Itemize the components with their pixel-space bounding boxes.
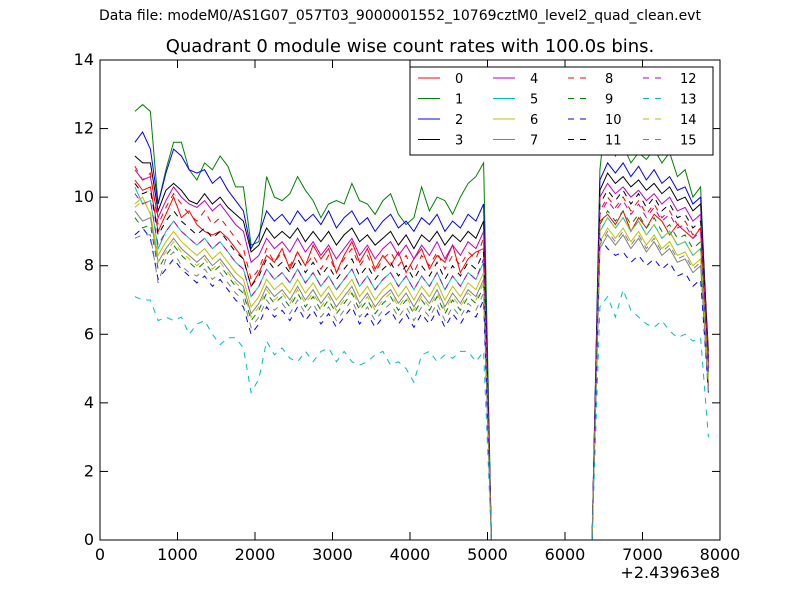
x-offset-label: +2.43963e8: [620, 563, 720, 582]
legend-box: [409, 66, 714, 156]
legend-label-12: 12: [680, 72, 697, 87]
series-line-11: [134, 183, 709, 541]
series-line-7: [134, 210, 709, 541]
y-tick-label: 0: [84, 530, 94, 549]
series-line-10: [134, 227, 709, 541]
series-line-5: [134, 186, 709, 541]
legend-label-9: 9: [605, 93, 613, 108]
legend-label-15: 15: [680, 134, 697, 149]
legend-label-2: 2: [455, 113, 463, 128]
x-tick-label: 0: [95, 545, 105, 564]
legend-label-1: 1: [455, 93, 463, 108]
x-tick-label: 1000: [157, 545, 198, 564]
figure-suptitle: Data file: modeM0/AS1G07_057T03_90000015…: [99, 8, 701, 24]
legend-label-5: 5: [530, 93, 538, 108]
legend-label-8: 8: [605, 72, 613, 87]
series-line-12: [134, 193, 709, 541]
legend-label-11: 11: [605, 134, 622, 149]
x-tick-label: 2000: [235, 545, 276, 564]
y-tick-label: 4: [84, 393, 94, 412]
x-tick-label: 7000: [622, 545, 663, 564]
x-tick-label: 3000: [312, 545, 353, 564]
series-line-15: [134, 230, 709, 541]
legend-label-10: 10: [605, 113, 622, 128]
chart-title: Quadrant 0 module wise count rates with …: [165, 36, 655, 57]
legend-label-14: 14: [680, 113, 697, 128]
series-line-4: [134, 169, 709, 541]
series-line-8: [134, 166, 709, 541]
series-line-13: [134, 288, 709, 541]
legend-label-6: 6: [530, 113, 538, 128]
series-layer: [134, 97, 709, 541]
x-tick-label: 4000: [390, 545, 431, 564]
series-line-3: [134, 155, 709, 541]
legend-label-7: 7: [530, 134, 538, 149]
y-tick-label: 6: [84, 324, 94, 343]
legend-label-13: 13: [680, 93, 697, 108]
legend-label-0: 0: [455, 72, 463, 87]
y-tick-label: 8: [84, 256, 94, 275]
x-tick-label: 6000: [545, 545, 586, 564]
y-tick-label: 12: [74, 119, 94, 138]
y-tick-label: 2: [84, 461, 94, 480]
series-line-9: [134, 209, 709, 541]
x-tick-label: 5000: [467, 545, 508, 564]
series-line-14: [134, 199, 709, 541]
legend-label-4: 4: [530, 72, 538, 87]
series-line-6: [134, 196, 709, 541]
x-tick-label: 8000: [700, 545, 741, 564]
y-tick-label: 14: [74, 50, 94, 69]
y-tick-label: 10: [74, 187, 94, 206]
series-line-2: [134, 131, 709, 541]
legend-label-3: 3: [455, 134, 463, 149]
series-line-0: [134, 179, 709, 541]
